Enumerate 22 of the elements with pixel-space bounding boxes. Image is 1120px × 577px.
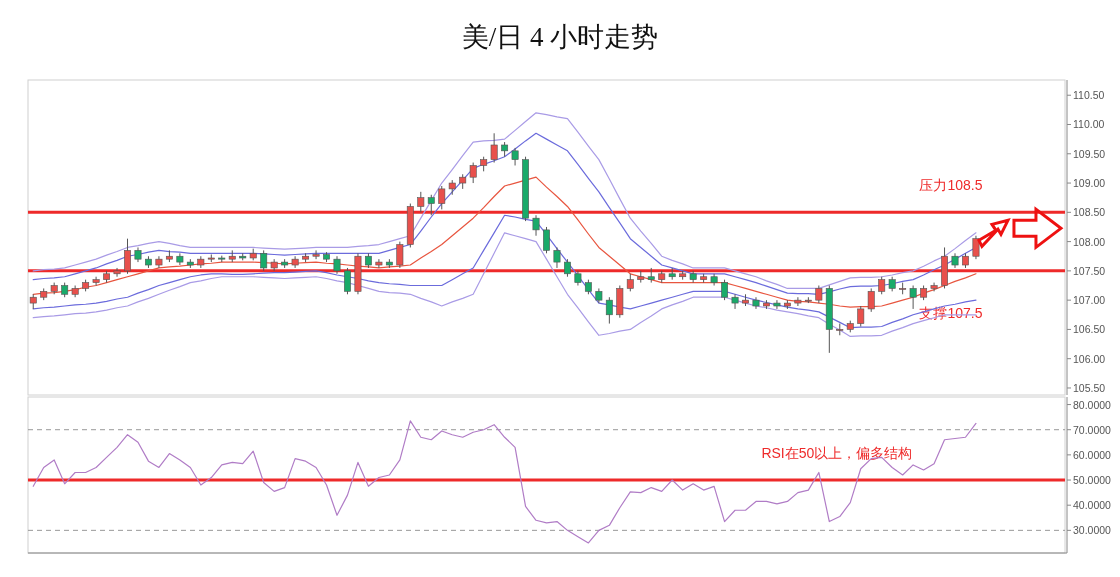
y-tick-label: 107.50 (1073, 264, 1106, 277)
y-tick-label: 30.0000 (1073, 524, 1112, 537)
y-tick-label: 50.0000 (1073, 474, 1112, 487)
y-tick-label: 110.00 (1073, 118, 1105, 131)
y-tick-label: 108.00 (1073, 235, 1106, 248)
y-tick-label: 80.0000 (1073, 398, 1112, 411)
chart-title: 美/日 4 小时走势 (461, 22, 659, 52)
y-tick-label: 70.0000 (1073, 423, 1112, 436)
line-series (32, 420, 977, 544)
y-tick-label: 110.50 (1073, 89, 1105, 102)
y-tick-label: 40.0000 (1073, 499, 1112, 512)
y-tick-label: 105.50 (1073, 381, 1106, 394)
ref-line-label: 压力108.5 (919, 177, 983, 194)
y-tick-label: 107.00 (1073, 294, 1106, 307)
y-tick-label: 108.50 (1073, 206, 1106, 219)
ref-line-label: 支撑107.5 (919, 304, 983, 321)
y-tick-label: 106.00 (1073, 352, 1106, 365)
y-tick-label: 109.50 (1073, 147, 1106, 160)
y-tick-label: 109.00 (1073, 177, 1106, 190)
ref-line-label: RSI在50以上，偏多结构 (761, 445, 913, 462)
y-tick-label: 60.0000 (1073, 448, 1112, 461)
y-tick-label: 106.50 (1073, 323, 1106, 336)
